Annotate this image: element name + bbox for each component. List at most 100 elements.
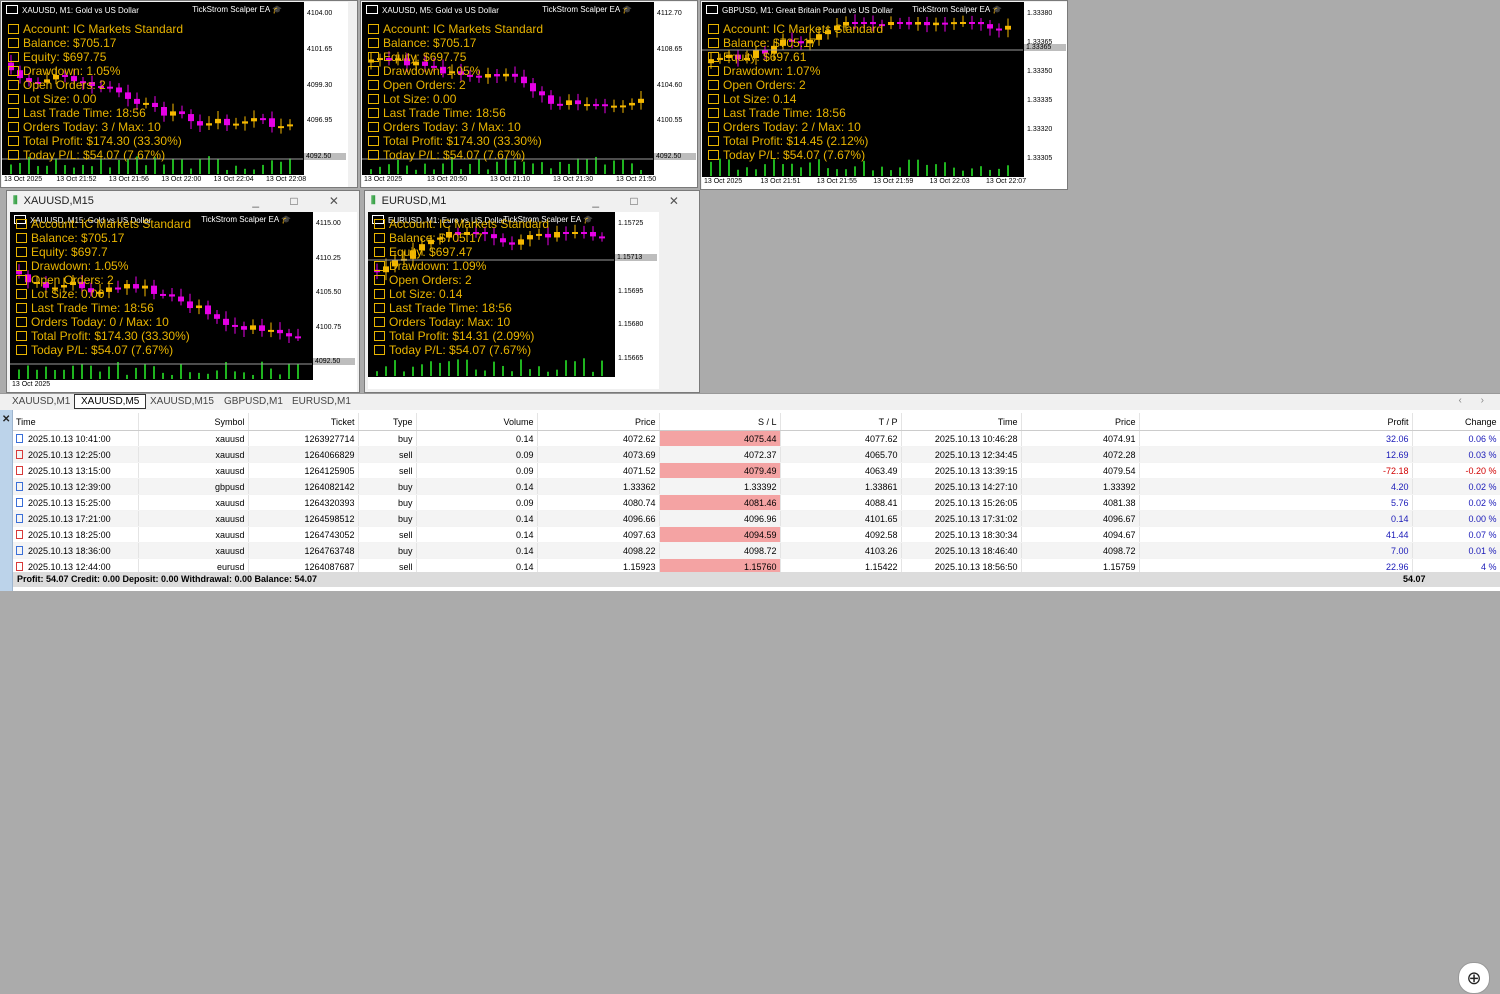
cell-symbol: xauusd — [138, 510, 249, 527]
candle-body — [43, 281, 49, 288]
volume-bar — [791, 163, 793, 176]
cell-profit: 12.69 — [1139, 446, 1413, 463]
chart-window-xauusd-m5[interactable]: XAUUSD, M5: Gold vs US Dollar TickStrom S… — [360, 0, 698, 188]
column-header[interactable]: Volume — [416, 413, 538, 431]
column-header[interactable]: Time — [13, 413, 139, 431]
volume-bar — [460, 169, 462, 174]
candle-body — [377, 58, 383, 61]
volume-bar — [935, 164, 937, 176]
window-title-bar[interactable]: ⫴ EURUSD,M1 _ □ ✕ — [365, 191, 699, 211]
cell-type: buy — [358, 494, 417, 511]
stat-line: Last Trade Time: 18:56 — [374, 301, 549, 315]
tab-xauusd-m1[interactable]: XAUUSD,M1 — [12, 396, 71, 407]
chart-window-xauusd-m1[interactable]: XAUUSD, M1: Gold vs US Dollar TickStrom S… — [0, 0, 358, 188]
tab-eurusd-m1[interactable]: EURUSD,M1 — [292, 396, 351, 407]
column-header[interactable]: Change — [1412, 413, 1500, 431]
column-header[interactable]: Profit — [1139, 413, 1413, 431]
chart-plot-area[interactable]: EURUSD, M1: Euro vs US Dollar TickStrom S… — [368, 212, 659, 389]
stat-line: Drawdown: 1.05% — [368, 64, 543, 78]
table-row[interactable]: 2025.10.13 18:36:00 xauusd 1264763748 buy 0.… — [13, 542, 1500, 559]
magnifier-icon[interactable]: ⊕ — [1458, 962, 1490, 994]
stat-text: Balance: $705.17 — [723, 36, 817, 50]
chart-window-gbpusd-m1[interactable]: GBPUSD, M1: Great Britain Pound vs US Do… — [700, 0, 1068, 190]
volume-bar — [908, 159, 910, 176]
volume-bar — [622, 159, 624, 174]
tab-xauusd-m5[interactable]: XAUUSD,M5 — [74, 394, 147, 409]
order-time: 2025.10.13 12:25:00 — [28, 449, 111, 460]
candle-body — [205, 305, 211, 315]
chart-plot-area[interactable]: XAUUSD, M15: Gold vs US Dollar TickStrom … — [10, 212, 357, 392]
candle-body — [915, 22, 921, 25]
table-row[interactable]: 2025.10.13 10:41:00 xauusd 1263927714 buy 0.… — [13, 430, 1500, 447]
column-header[interactable]: Symbol — [138, 413, 249, 431]
order-time: 2025.10.13 17:21:00 — [28, 513, 111, 524]
chart-plot-area[interactable]: GBPUSD, M1: Great Britain Pound vs US Do… — [702, 2, 1067, 189]
candle-body — [437, 237, 443, 240]
cell-time: 2025.10.13 17:21:00 — [13, 510, 139, 527]
volume-bar — [145, 165, 147, 174]
volume-bar — [448, 361, 450, 376]
volume-bar — [836, 169, 838, 176]
ledger-icon — [16, 331, 27, 341]
volume-bar — [216, 370, 218, 379]
coins-icon — [8, 38, 19, 48]
window-title-bar[interactable]: ⫴ XAUUSD,M15 _ □ ✕ — [7, 191, 359, 211]
table-row[interactable]: 2025.10.13 13:15:00 xauusd 1264125905 sell 0… — [13, 462, 1500, 479]
column-header[interactable]: T / P — [780, 413, 902, 431]
table-row[interactable]: 2025.10.13 17:21:00 xauusd 1264598512 buy 0.… — [13, 510, 1500, 527]
candle-body — [446, 232, 452, 238]
stat-line: Open Orders: 2 — [368, 78, 543, 92]
candle-body — [52, 287, 58, 290]
table-row[interactable]: 2025.10.13 18:25:00 xauusd 1264743052 sell 0… — [13, 526, 1500, 543]
column-header[interactable]: Ticket — [248, 413, 359, 431]
chart-window-icon: ⫴ — [13, 195, 18, 207]
table-row[interactable]: 2025.10.13 12:39:00 gbpusd 1264082142 buy 0.… — [13, 478, 1500, 495]
table-row[interactable]: 2025.10.13 15:25:00 xauusd 1264320393 buy 0.… — [13, 494, 1500, 511]
chart-window-xauusd-m15[interactable]: ⫴ XAUUSD,M15 _ □ ✕ XAUUSD, M15: Gold vs US … — [6, 190, 360, 393]
volume-bar — [514, 160, 516, 174]
tab-xauusd-m15[interactable]: XAUUSD,M15 — [150, 396, 214, 407]
symbol-description: EURUSD, M1: Euro vs US Dollar — [388, 216, 506, 225]
calendar-icon — [8, 150, 19, 160]
volume-bar — [36, 369, 38, 379]
ea-stats-panel: Account: IC Markets Standard Balance: $70… — [374, 217, 549, 357]
price-axis: 1.33380 1.33365 1.33350 1.33335 1.33320 1.333… — [1023, 2, 1067, 189]
cell-ctime: 2025.10.13 18:30:34 — [901, 526, 1022, 543]
stat-text: Balance: $705.17 — [389, 231, 483, 245]
volume-bar — [595, 156, 597, 174]
volume-bar — [370, 169, 372, 174]
window-controls[interactable]: _ □ ✕ — [252, 194, 353, 208]
window-controls[interactable]: _ □ ✕ — [592, 194, 693, 208]
column-header[interactable]: Type — [358, 413, 417, 431]
chart-window-eurusd-m1[interactable]: ⫴ EURUSD,M1 _ □ ✕ EURUSD, M1: Euro vs US Do… — [364, 190, 700, 393]
candle-body — [161, 107, 167, 116]
table-row[interactable]: 2025.10.13 12:25:00 xauusd 1264066829 sell 0… — [13, 446, 1500, 463]
column-header[interactable]: Price — [1021, 413, 1140, 431]
volume-bar — [108, 366, 110, 379]
volume-bar — [135, 367, 137, 379]
cell-price: 4072.62 — [537, 430, 660, 447]
cell-volume: 0.09 — [416, 494, 538, 511]
stat-line: Equity: $697.47 — [374, 245, 549, 259]
volume-bar — [719, 158, 721, 176]
expert-advisor-label: TickStrom Scalper EA 🎓 — [201, 215, 291, 224]
chart-plot-area[interactable]: XAUUSD, M5: Gold vs US Dollar TickStrom S… — [362, 2, 697, 187]
candle-body — [581, 232, 587, 234]
close-icon[interactable]: ✕ — [2, 414, 11, 425]
tab-scroll-arrows[interactable]: ‹ › — [1458, 395, 1492, 406]
cell-type: buy — [358, 478, 417, 495]
chart-symbol-title: XAUUSD, M1: Gold vs US Dollar — [6, 5, 284, 15]
candle-body — [89, 82, 95, 87]
candle-body — [34, 281, 40, 284]
stat-text: Orders Today: 2 / Max: 10 — [723, 120, 861, 134]
chart-plot-area[interactable]: XAUUSD, M1: Gold vs US Dollar TickStrom S… — [2, 2, 348, 187]
clock-icon — [16, 303, 27, 313]
candle-body — [53, 74, 59, 80]
stat-line: Lot Size: 0.00 — [8, 92, 183, 106]
column-header[interactable]: S / L — [659, 413, 781, 431]
candle-body — [987, 24, 993, 29]
tab-gbpusd-m1[interactable]: GBPUSD,M1 — [224, 396, 283, 407]
time-tick-label: 13 Oct 21:30 — [553, 176, 594, 183]
column-header[interactable]: Time — [901, 413, 1022, 431]
column-header[interactable]: Price — [537, 413, 660, 431]
